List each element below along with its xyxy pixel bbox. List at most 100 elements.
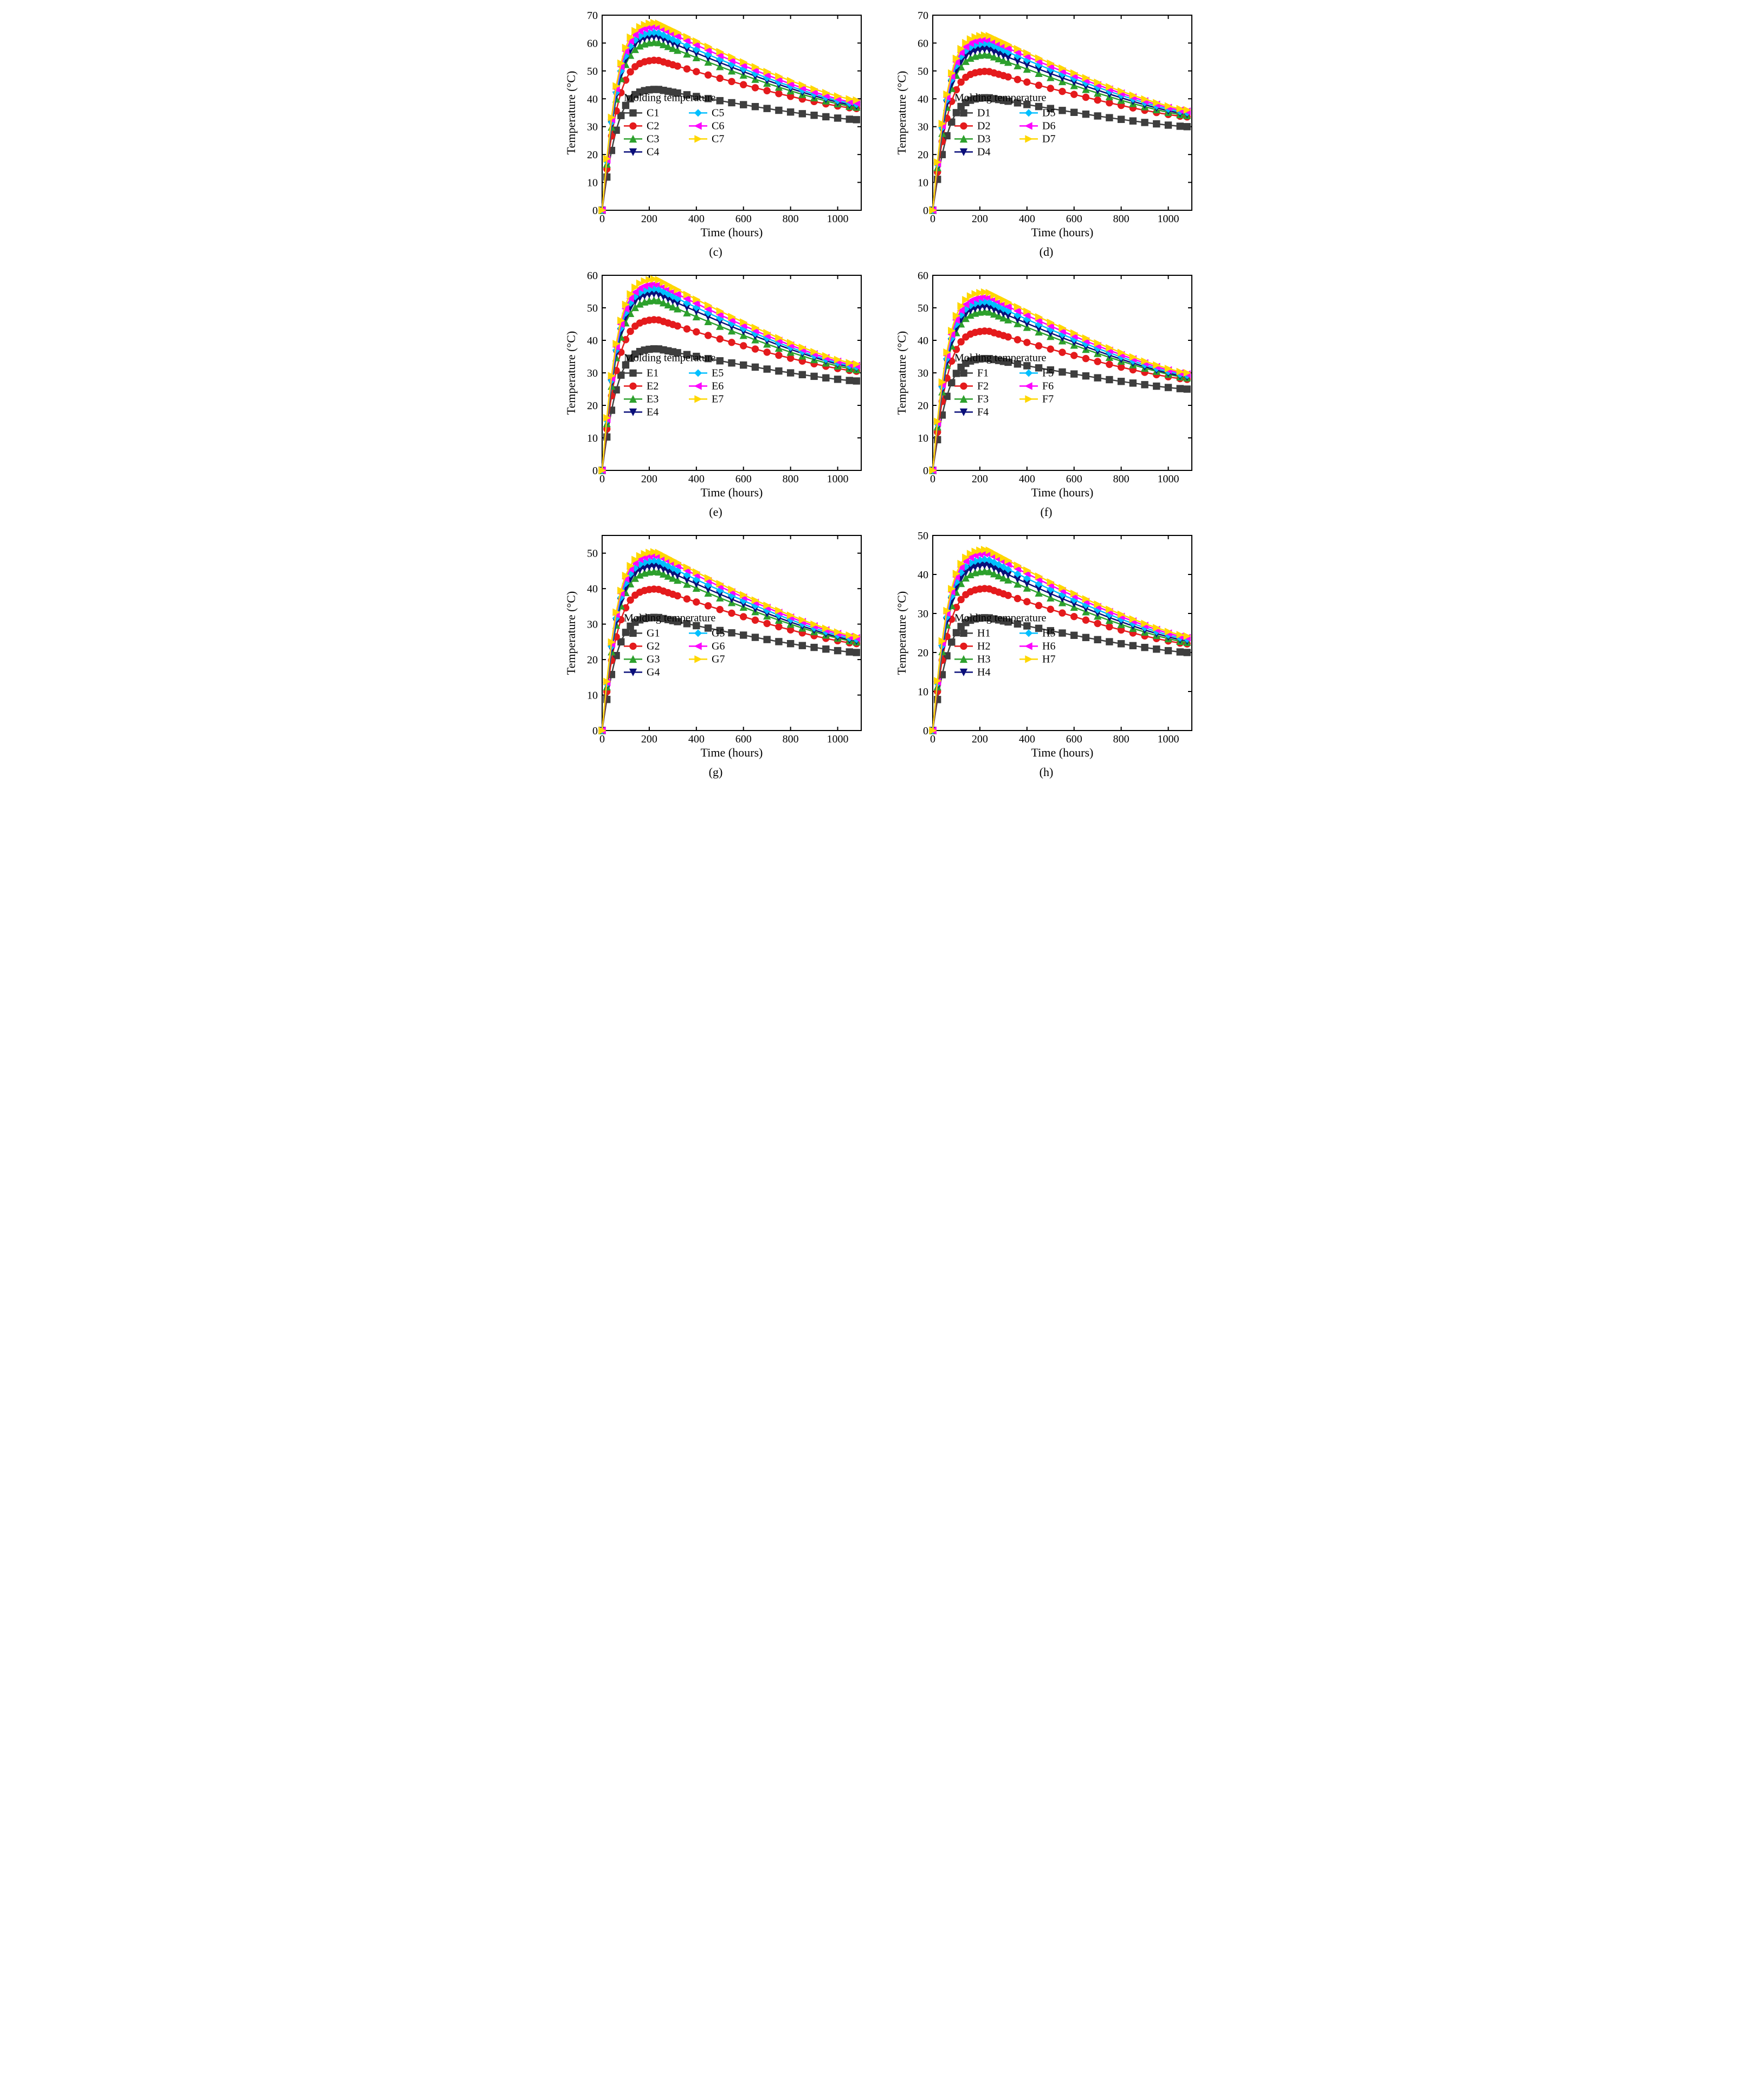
svg-text:70: 70	[918, 10, 928, 22]
svg-text:Time (hours): Time (hours)	[1031, 746, 1093, 759]
svg-text:Temperature (°C): Temperature (°C)	[895, 591, 908, 675]
chart-f: 020040060080010000102030405060Time (hour…	[895, 270, 1198, 503]
svg-text:30: 30	[918, 608, 928, 620]
svg-text:C5: C5	[712, 107, 724, 119]
svg-text:70: 70	[587, 10, 598, 22]
svg-text:200: 200	[971, 733, 988, 745]
svg-text:400: 400	[1018, 213, 1035, 225]
svg-text:50: 50	[587, 66, 598, 77]
svg-text:600: 600	[1066, 473, 1082, 485]
svg-text:Time (hours): Time (hours)	[700, 225, 763, 239]
svg-text:G6: G6	[712, 640, 725, 652]
svg-text:60: 60	[918, 37, 928, 49]
svg-text:D2: D2	[977, 120, 990, 132]
svg-text:Time (hours): Time (hours)	[700, 746, 763, 759]
svg-text:1000: 1000	[827, 213, 848, 225]
svg-text:Molding temperature: Molding temperature	[624, 352, 716, 364]
svg-text:20: 20	[918, 647, 928, 659]
panel-h: 0200400600800100001020304050Time (hours)…	[887, 530, 1206, 779]
svg-text:C7: C7	[712, 133, 724, 145]
svg-text:60: 60	[918, 270, 928, 282]
svg-text:800: 800	[782, 473, 798, 485]
svg-text:C3: C3	[647, 133, 659, 145]
chart-g: 0200400600800100001020304050Time (hours)…	[564, 530, 868, 763]
svg-text:800: 800	[782, 213, 798, 225]
svg-text:800: 800	[782, 733, 798, 745]
svg-text:D1: D1	[977, 107, 990, 119]
svg-text:G3: G3	[647, 653, 660, 665]
svg-text:G2: G2	[647, 640, 660, 652]
chart-e: 020040060080010000102030405060Time (hour…	[564, 270, 868, 503]
svg-text:800: 800	[1113, 473, 1129, 485]
svg-text:F5: F5	[1042, 367, 1054, 379]
svg-text:50: 50	[918, 66, 928, 77]
svg-text:E1: E1	[647, 367, 659, 379]
svg-text:0: 0	[599, 733, 605, 745]
svg-text:30: 30	[587, 367, 598, 379]
svg-text:60: 60	[587, 37, 598, 49]
svg-text:F3: F3	[977, 393, 989, 405]
svg-text:H5: H5	[1042, 627, 1055, 639]
svg-text:H7: H7	[1042, 653, 1055, 665]
svg-text:200: 200	[971, 473, 988, 485]
svg-text:H4: H4	[977, 666, 990, 678]
svg-text:10: 10	[587, 432, 598, 444]
svg-text:D7: D7	[1042, 133, 1055, 145]
chart-d: 02004006008001000010203040506070Time (ho…	[895, 10, 1198, 243]
svg-text:0: 0	[599, 473, 605, 485]
panel-caption: (h)	[1040, 765, 1054, 779]
panel-caption: (c)	[709, 245, 722, 259]
svg-text:20: 20	[587, 654, 598, 666]
svg-text:E3: E3	[647, 393, 659, 405]
svg-text:400: 400	[688, 213, 704, 225]
svg-text:10: 10	[918, 177, 928, 189]
panel-caption: (f)	[1041, 505, 1053, 519]
panel-g: 0200400600800100001020304050Time (hours)…	[556, 530, 876, 779]
svg-text:0: 0	[923, 465, 928, 477]
panel-caption: (g)	[709, 765, 723, 779]
svg-text:30: 30	[918, 367, 928, 379]
svg-text:50: 50	[587, 548, 598, 560]
svg-text:200: 200	[641, 733, 657, 745]
svg-text:0: 0	[930, 213, 935, 225]
chart-h: 0200400600800100001020304050Time (hours)…	[895, 530, 1198, 763]
svg-text:1000: 1000	[1157, 213, 1179, 225]
svg-text:40: 40	[587, 335, 598, 347]
svg-text:E4: E4	[647, 406, 659, 418]
svg-text:1000: 1000	[1157, 733, 1179, 745]
panel-c: 02004006008001000010203040506070Time (ho…	[556, 10, 876, 259]
panel-e: 020040060080010000102030405060Time (hour…	[556, 270, 876, 519]
svg-text:D5: D5	[1042, 107, 1055, 119]
svg-text:Molding temperature: Molding temperature	[954, 612, 1047, 624]
svg-text:H2: H2	[977, 640, 990, 652]
svg-text:E2: E2	[647, 380, 659, 392]
svg-text:Molding temperature: Molding temperature	[624, 612, 716, 624]
svg-text:Time (hours): Time (hours)	[1031, 225, 1093, 239]
svg-text:0: 0	[930, 473, 935, 485]
svg-text:40: 40	[587, 93, 598, 105]
svg-text:10: 10	[918, 432, 928, 444]
svg-text:Time (hours): Time (hours)	[700, 486, 763, 499]
svg-text:0: 0	[923, 205, 928, 217]
svg-text:20: 20	[918, 149, 928, 161]
svg-text:G4: G4	[647, 666, 660, 678]
svg-text:600: 600	[735, 213, 751, 225]
svg-text:F4: F4	[977, 406, 989, 418]
svg-text:E6: E6	[712, 380, 724, 392]
svg-text:0: 0	[592, 205, 598, 217]
svg-text:H6: H6	[1042, 640, 1055, 652]
svg-text:Temperature (°C): Temperature (°C)	[895, 71, 908, 154]
svg-text:Molding temperature: Molding temperature	[624, 92, 716, 104]
svg-text:20: 20	[587, 149, 598, 161]
svg-text:40: 40	[918, 335, 928, 347]
svg-text:G1: G1	[647, 627, 660, 639]
svg-text:800: 800	[1113, 733, 1129, 745]
chart-grid: 02004006008001000010203040506070Time (ho…	[553, 7, 1210, 783]
svg-text:0: 0	[592, 725, 598, 737]
panel-caption: (e)	[709, 505, 722, 519]
svg-text:G5: G5	[712, 627, 725, 639]
svg-text:400: 400	[688, 473, 704, 485]
svg-text:20: 20	[918, 400, 928, 412]
svg-text:50: 50	[918, 302, 928, 314]
svg-text:G7: G7	[712, 653, 725, 665]
